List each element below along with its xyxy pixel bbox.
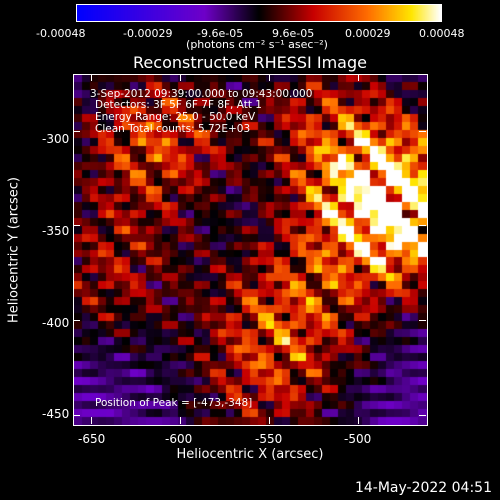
footer-timestamp: 14-May-2022 04:51 bbox=[354, 480, 492, 496]
annotation-energy-range: Energy Range: 25.0 - 50.0 keV bbox=[95, 111, 256, 123]
y-tick-mark bbox=[73, 225, 80, 227]
y-tick-mark bbox=[419, 319, 426, 321]
x-tick-mark bbox=[179, 74, 181, 81]
x-tick-label: -500 bbox=[344, 432, 372, 446]
y-tick-mark bbox=[419, 414, 426, 416]
y-tick-label: -300 bbox=[42, 132, 70, 146]
colorbar-tick-label: 9.6e-05 bbox=[272, 27, 315, 40]
colorbar-gradient bbox=[77, 5, 441, 21]
x-tick-mark bbox=[269, 417, 271, 424]
y-tick-label: -450 bbox=[42, 407, 70, 421]
colorbar-tick-label: -9.6e-05 bbox=[197, 27, 244, 40]
x-tick-mark bbox=[358, 417, 360, 424]
y-tick-mark bbox=[419, 130, 426, 132]
x-tick-mark bbox=[358, 74, 360, 81]
x-tick-mark bbox=[179, 417, 181, 424]
plot-area: 3-Sep-2012 09:39:00.000 to 09:43:00.000 … bbox=[73, 74, 428, 426]
annotation-detectors: Detectors: 3F 5F 6F 7F 8F, Att 1 bbox=[95, 99, 262, 111]
y-tick-label: -350 bbox=[42, 224, 70, 238]
chart-title: Reconstructed RHESSI Image bbox=[133, 53, 367, 72]
heatmap-image bbox=[74, 75, 427, 425]
annotation-time-range: 3-Sep-2012 09:39:00.000 to 09:43:00.000 bbox=[90, 88, 313, 100]
colorbar bbox=[76, 4, 442, 22]
x-axis-label: Heliocentric X (arcsec) bbox=[176, 447, 324, 462]
colorbar-unit-label: (photons cm⁻² s⁻¹ asec⁻²) bbox=[186, 38, 328, 51]
annotation-peak-position: Position of Peak = [-473,-348] bbox=[95, 397, 253, 409]
y-tick-mark bbox=[419, 225, 426, 227]
x-tick-mark bbox=[90, 417, 92, 424]
colorbar-tick-label: 0.00048 bbox=[419, 27, 465, 40]
y-tick-mark bbox=[73, 319, 80, 321]
y-axis-label: Heliocentric Y (arcsec) bbox=[6, 177, 22, 323]
annotation-clean-counts: Clean Total counts: 5.72E+03 bbox=[95, 123, 251, 135]
colorbar-tick-label: -0.00029 bbox=[123, 27, 173, 40]
x-tick-mark bbox=[90, 74, 92, 81]
x-tick-mark bbox=[269, 74, 271, 81]
colorbar-tick-label: 0.00029 bbox=[345, 27, 391, 40]
x-tick-label: -650 bbox=[78, 432, 106, 446]
y-tick-mark bbox=[73, 414, 80, 416]
colorbar-tick-label: -0.00048 bbox=[36, 27, 86, 40]
x-tick-label: -550 bbox=[255, 432, 283, 446]
y-tick-label: -400 bbox=[42, 316, 70, 330]
x-tick-label: -600 bbox=[165, 432, 193, 446]
y-tick-mark bbox=[73, 130, 80, 132]
